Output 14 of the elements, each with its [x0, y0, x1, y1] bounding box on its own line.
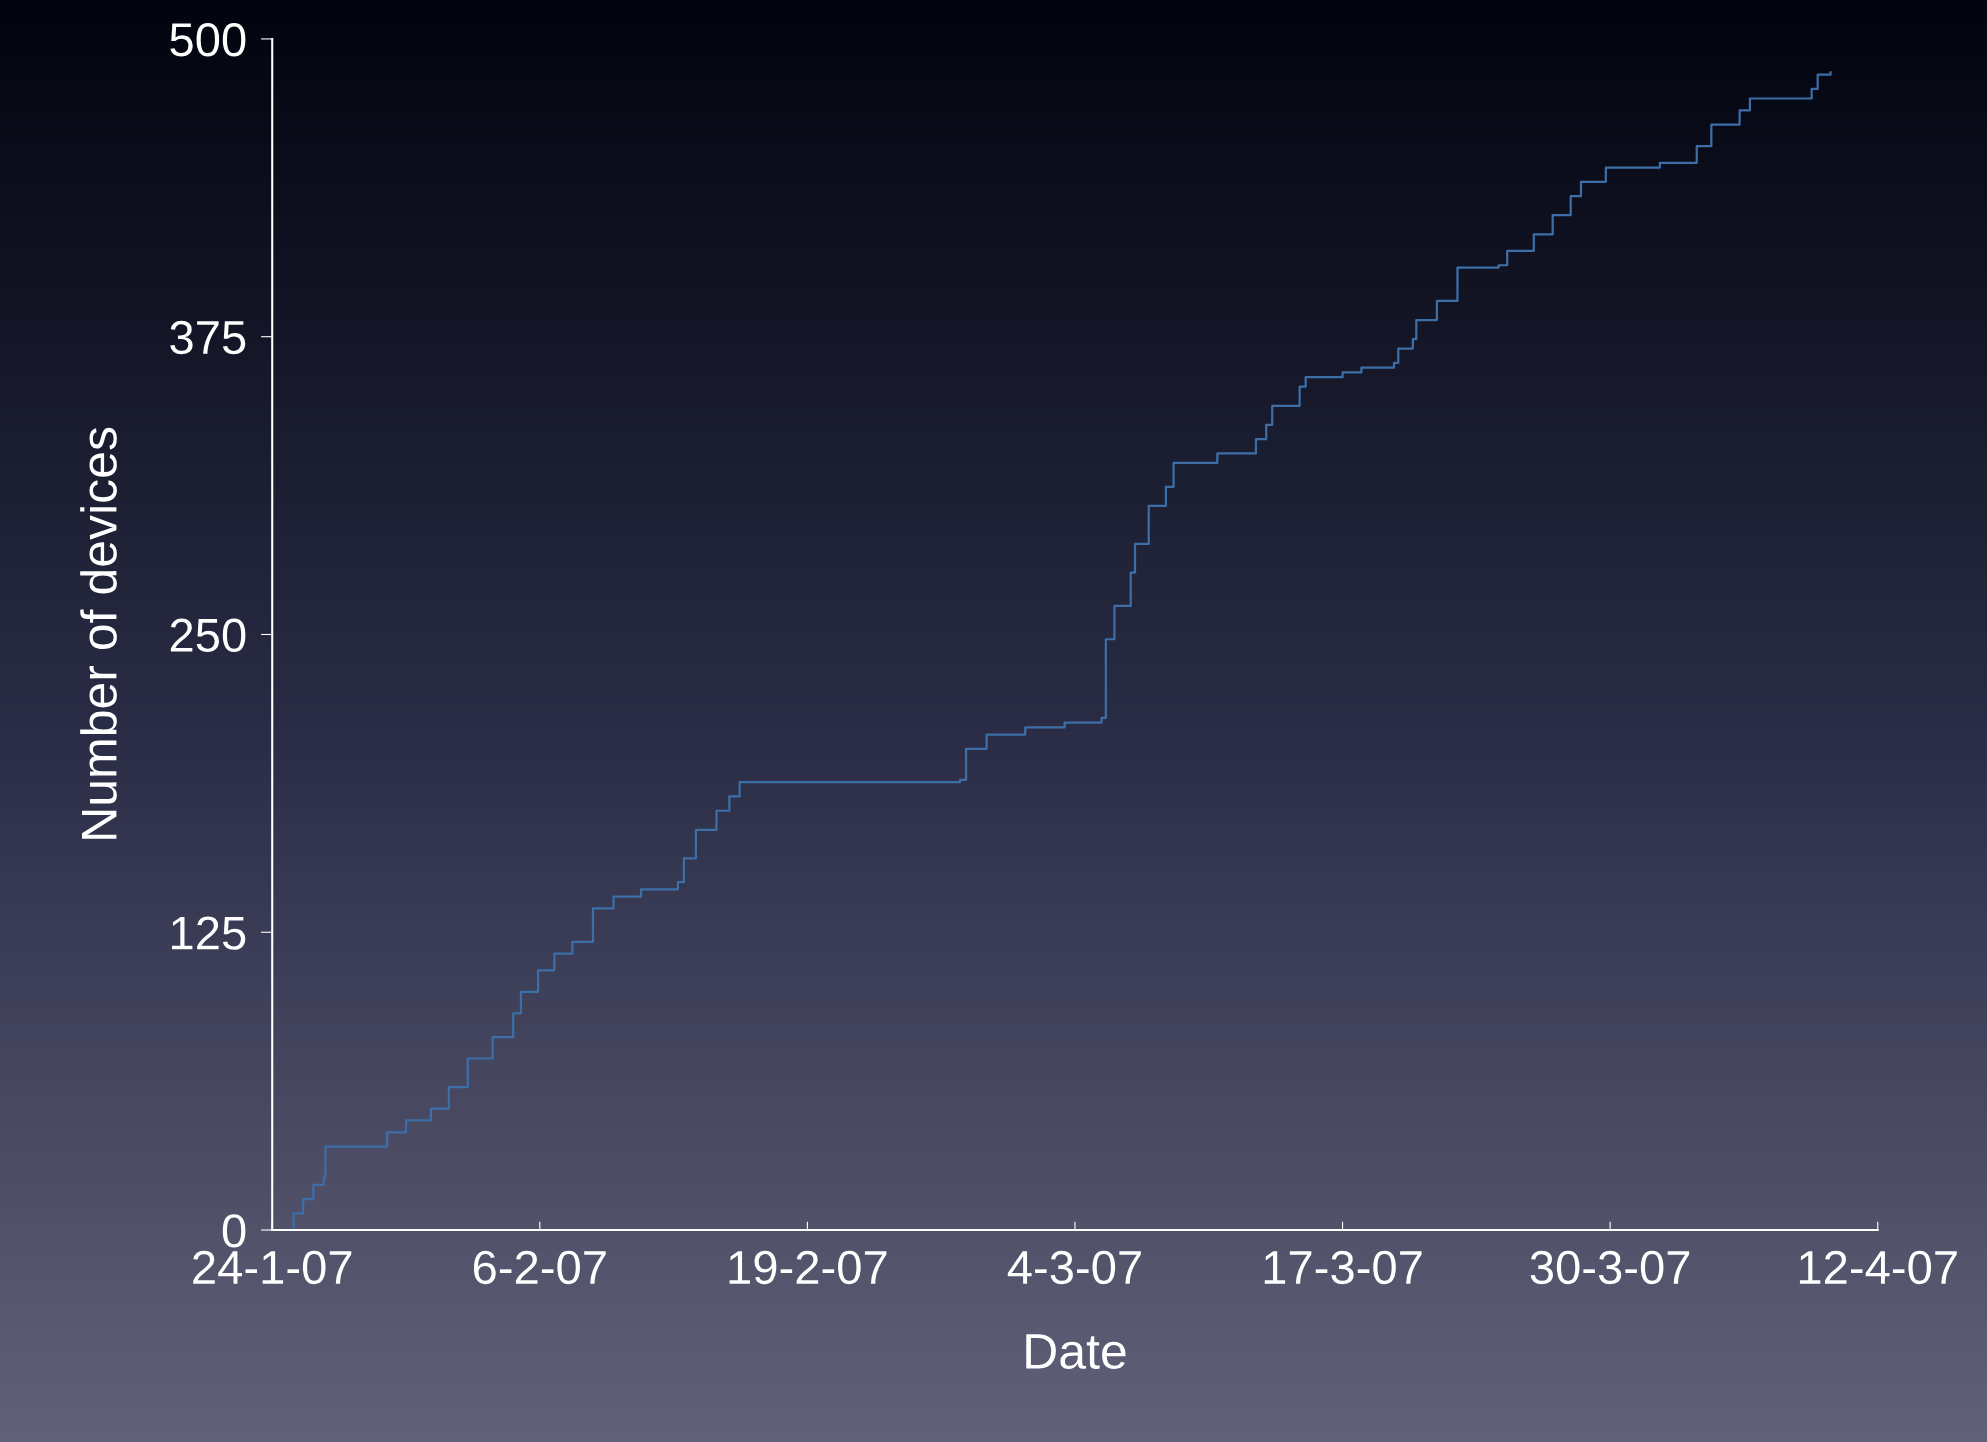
y-tick-label: 500: [170, 23, 246, 57]
x-tick-label: 30-3-07: [1530, 1250, 1690, 1285]
x-tick-label: 4-3-07: [1007, 1250, 1141, 1285]
x-tick-label: 24-1-07: [193, 1250, 352, 1285]
x-tick-label: 17-3-07: [1264, 1250, 1422, 1285]
y-tick-label: 125: [172, 916, 246, 950]
y-axis-title: Number of devices: [80, 427, 117, 839]
x-tick-label: 12-4-07: [1799, 1250, 1957, 1285]
x-tick-label: 6-2-07: [473, 1250, 606, 1285]
y-tick-label: 250: [170, 618, 246, 653]
y-tick-label: 0: [222, 1214, 246, 1248]
x-tick-label: 19-2-07: [729, 1250, 887, 1285]
y-tick-label: 375: [170, 320, 246, 355]
x-axis-title: Date: [1026, 1334, 1126, 1370]
